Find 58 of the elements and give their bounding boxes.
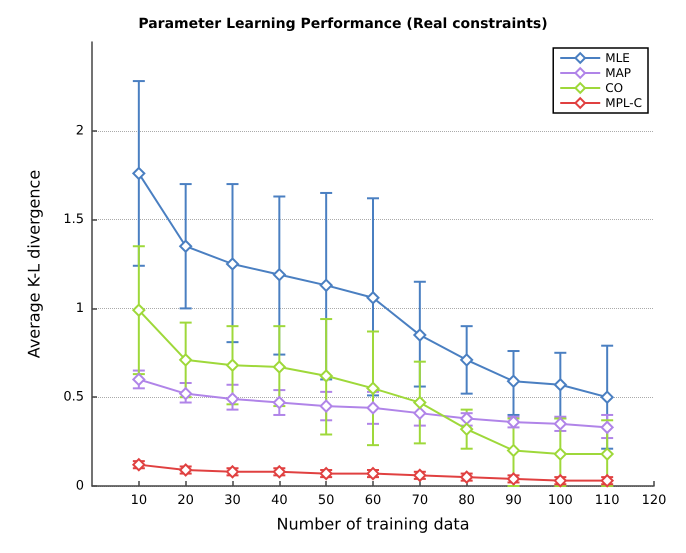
legend-label: MAP — [605, 66, 632, 80]
point — [320, 400, 333, 413]
x-tick-label: 50 — [318, 493, 334, 508]
point — [272, 360, 286, 374]
x-tick-label: 10 — [130, 493, 148, 508]
point — [460, 422, 474, 436]
point — [132, 166, 146, 180]
x-tick-label: 70 — [412, 493, 428, 508]
point — [320, 278, 333, 292]
x-tick-label: 40 — [271, 493, 288, 508]
y-tick-label: 1.5 — [63, 212, 84, 228]
point — [132, 372, 146, 386]
legend-label: MLE — [605, 51, 630, 65]
point — [132, 304, 146, 317]
x-tick-label: 80 — [458, 493, 475, 508]
x-tick-label: 100 — [548, 493, 573, 508]
point — [460, 353, 474, 366]
point — [460, 470, 474, 484]
point — [600, 390, 614, 404]
point — [554, 448, 567, 461]
point — [600, 420, 614, 434]
x-tick-label: 90 — [505, 493, 522, 508]
point — [413, 328, 426, 342]
x-tick-label: 120 — [642, 493, 666, 508]
point — [366, 401, 380, 414]
point — [179, 353, 192, 366]
y-tick-label: 2 — [76, 123, 84, 138]
point — [366, 467, 380, 480]
chart-title: Parameter Learning Performance (Real constraints) — [138, 16, 548, 32]
point — [507, 444, 520, 457]
point — [413, 396, 426, 410]
point — [272, 396, 286, 410]
legend-label: MPL-C — [605, 96, 642, 110]
point — [226, 358, 239, 372]
x-axis-title: Number of training data — [276, 514, 470, 534]
point — [320, 369, 333, 382]
point — [320, 467, 333, 480]
point — [507, 374, 520, 388]
point — [413, 406, 426, 420]
x-tick-label: 110 — [594, 493, 620, 508]
y-tick-label: 0 — [76, 478, 84, 494]
point — [366, 291, 380, 304]
x-tick-label: 20 — [177, 493, 194, 508]
point — [272, 268, 286, 282]
point — [600, 448, 614, 461]
point — [554, 378, 567, 392]
y-axis-title: Average K-L divergence — [24, 170, 44, 358]
x-tick-label: 30 — [224, 493, 241, 508]
legend-label: CO — [605, 81, 624, 95]
y-tick-label: 0.5 — [63, 390, 84, 405]
point — [179, 240, 192, 253]
x-tick-label: 60 — [364, 493, 382, 508]
point — [226, 392, 239, 406]
point — [507, 472, 520, 486]
point — [366, 382, 380, 395]
point — [179, 387, 192, 400]
point — [226, 258, 239, 270]
y-tick-label: 1 — [76, 300, 84, 316]
